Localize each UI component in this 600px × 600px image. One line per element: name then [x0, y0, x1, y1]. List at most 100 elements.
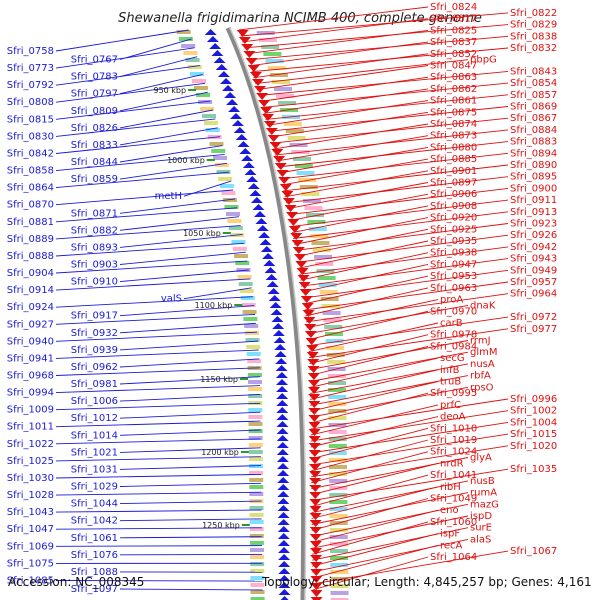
reverse-strand-arrow [262, 253, 275, 259]
reverse-strand-arrow [264, 267, 277, 273]
feature-box [312, 248, 331, 252]
gene-label: Sfri_1009 [7, 405, 54, 416]
forward-strand-arrow [279, 184, 292, 191]
leader-line [55, 47, 195, 69]
leader-line [242, 18, 429, 43]
forward-strand-arrow [308, 394, 321, 401]
leader-line [293, 211, 509, 239]
gene-label: Sfri_0978 [430, 330, 477, 341]
forward-strand-arrow [308, 429, 321, 436]
leader-line [296, 228, 429, 257]
leader-line [119, 465, 262, 470]
forward-strand-arrow [302, 310, 315, 317]
reverse-strand-arrow [277, 491, 290, 497]
reverse-strand-arrow [277, 498, 290, 504]
forward-strand-arrow [252, 79, 264, 86]
reverse-strand-arrow [272, 330, 285, 336]
reverse-strand-arrow [277, 512, 290, 518]
forward-strand-arrow [247, 65, 260, 72]
reverse-strand-arrow [228, 106, 241, 112]
leader-line [309, 357, 439, 388]
leader-line [276, 135, 429, 162]
leader-line [283, 164, 509, 192]
forward-strand-arrow [265, 128, 278, 135]
feature-box [315, 262, 334, 266]
reverse-strand-arrow [249, 190, 262, 196]
gene-label: Sfri_0914 [7, 285, 54, 296]
reverse-strand-arrow [276, 456, 289, 462]
gene-label: Sfri_0825 [430, 25, 477, 36]
gene-label: pbpG [470, 55, 497, 66]
reverse-strand-arrow [271, 316, 284, 322]
gene-label: alaS [470, 534, 491, 545]
feature-box [241, 303, 256, 307]
feature-box [203, 121, 218, 125]
leader-line [312, 544, 439, 579]
gene-label: Sfri_1035 [510, 464, 557, 475]
leader-line [119, 216, 239, 231]
leader-line [55, 545, 263, 547]
gene-label: Sfri_0910 [71, 277, 118, 288]
kbp-tick-label: 1050 kbp [183, 229, 221, 238]
kbp-tick-label: 1200 kbp [201, 448, 239, 457]
forward-strand-arrow [309, 541, 322, 548]
feature-box [231, 240, 246, 244]
reverse-strand-arrow [277, 484, 290, 490]
leader-line [119, 56, 198, 78]
reverse-strand-arrow [239, 148, 252, 154]
gene-label: Sfri_0941 [7, 353, 54, 364]
gene-label: Sfri_0932 [71, 328, 118, 339]
feature-box [239, 289, 254, 293]
gene-label: dnaK [470, 300, 496, 311]
feature-box [249, 541, 264, 545]
left-gene-labels: Sfri_0758 Sfri_0767 Sfri_0773 Sfri_0783 Sfri… [7, 46, 182, 595]
gene-label: Sfri_0875 [430, 107, 477, 118]
gene-label: rumA [470, 488, 497, 499]
leader-line [300, 252, 429, 281]
gene-label: nusA [470, 359, 495, 370]
feature-box [250, 548, 264, 552]
feature-box [192, 79, 206, 83]
kbp-tick-label: 1000 kbp [167, 156, 205, 165]
accession-text: Accession: NC_008345 [8, 575, 144, 589]
reverse-strand-arrow [220, 78, 232, 84]
forward-strand-arrow [308, 422, 321, 429]
leader-line [55, 491, 262, 496]
feature-box [250, 590, 265, 594]
reverse-strand-arrow [241, 155, 254, 161]
leader-line [55, 207, 238, 223]
reverse-strand-arrow [226, 99, 239, 105]
leader-line [257, 65, 429, 91]
feature-box [248, 408, 263, 412]
leader-line [55, 171, 230, 189]
feature-box [248, 429, 263, 433]
gene-label: Sfri_0962 [71, 362, 118, 373]
gene-label: Sfri_0838 [510, 31, 557, 42]
leader-line [312, 538, 469, 573]
gene-label: Sfri_0837 [430, 37, 477, 48]
gene-label: metH [155, 191, 182, 202]
leader-line [119, 127, 218, 146]
reverse-strand-arrow [247, 183, 260, 189]
feature-box [250, 576, 265, 580]
feature-box [178, 37, 193, 41]
feature-box [272, 80, 290, 84]
feature-box [189, 72, 204, 76]
leader-line [55, 153, 225, 172]
reverse-strand-arrow [255, 218, 268, 224]
leader-line [119, 358, 260, 368]
gene-label: Sfri_0926 [510, 230, 557, 241]
feature-box [249, 506, 264, 510]
leader-line [310, 427, 429, 460]
feature-box [328, 437, 347, 441]
leader-line [55, 438, 261, 445]
leader-line [240, 12, 509, 37]
feature-box [329, 493, 348, 497]
reverse-strand-arrow [224, 92, 237, 98]
feature-tracks [176, 29, 349, 600]
leader-line [309, 328, 509, 359]
gene-label: Sfri_0817 [430, 14, 477, 25]
forward-strand-arrow [308, 436, 321, 443]
feature-box [227, 219, 242, 223]
reverse-strand-arrow [273, 337, 286, 343]
